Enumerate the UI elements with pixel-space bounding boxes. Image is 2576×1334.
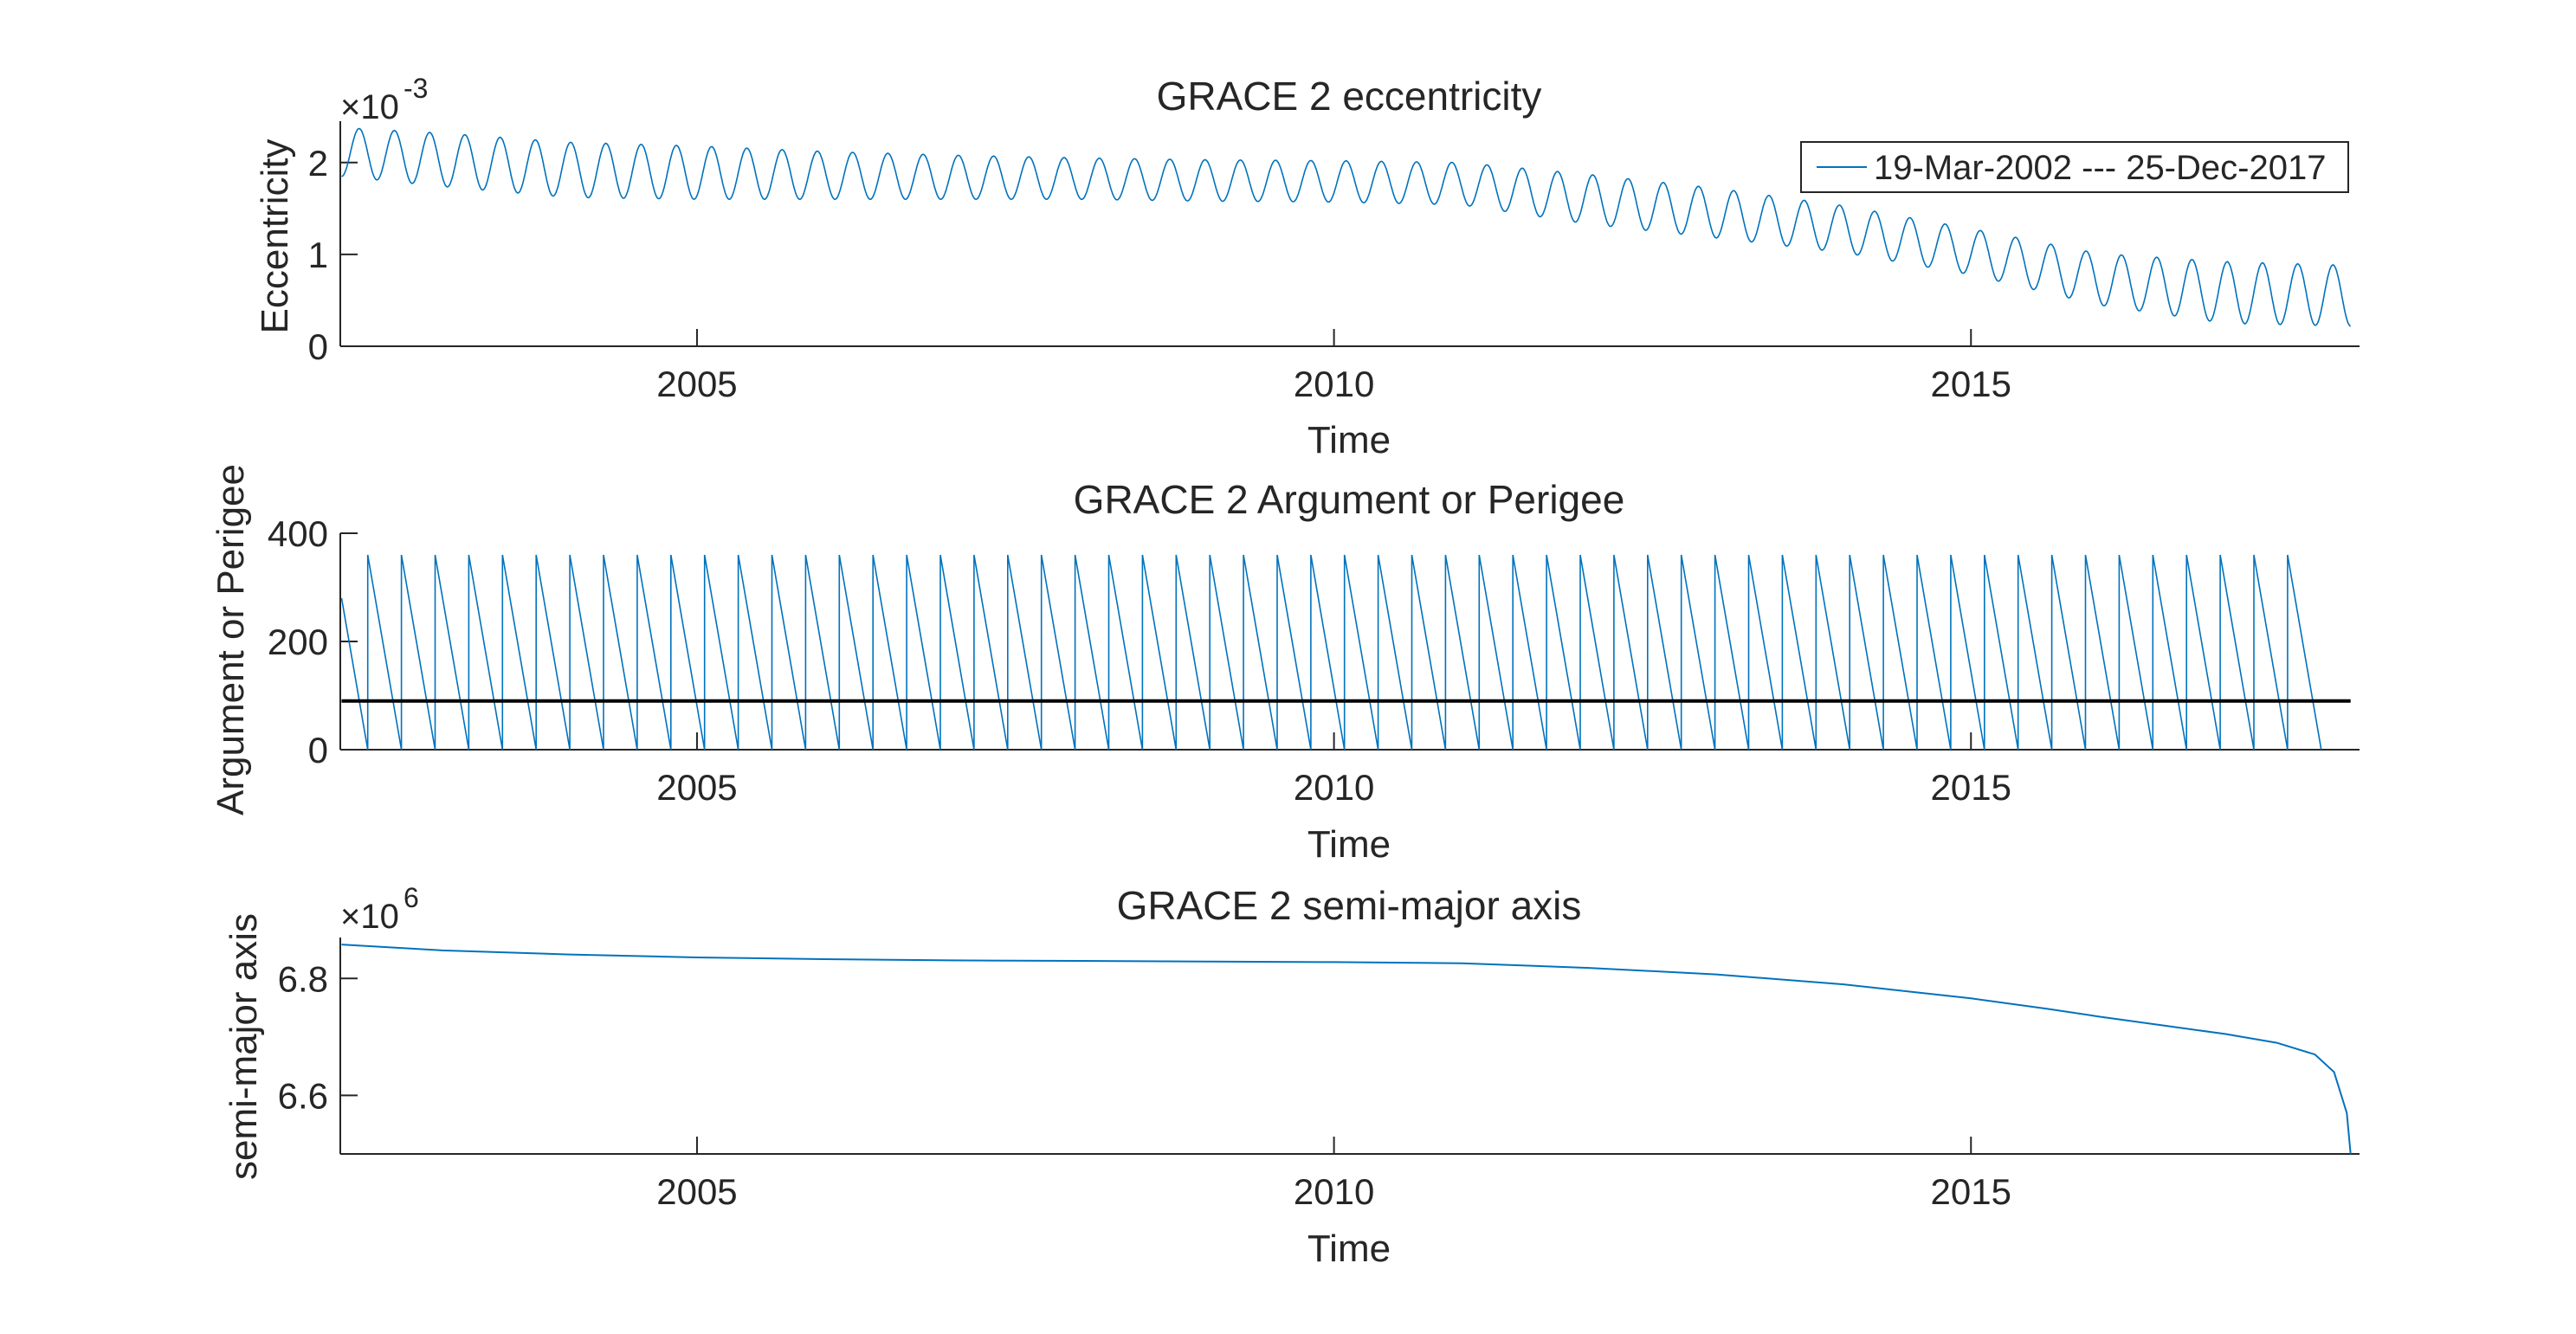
argument-of-perigee-panel: GRACE 2 Argument or Perigee Argument or … xyxy=(210,464,2360,866)
eccentricity-xtick-label: 2015 xyxy=(1931,364,2011,404)
semi-major-axis-exponent-base: ×10 xyxy=(340,898,399,936)
eccentricity-xtick-label: 2010 xyxy=(1294,364,1374,404)
perigee-ylabel: Argument or Perigee xyxy=(210,464,252,815)
eccentricity-series-line xyxy=(341,127,2351,327)
perigee-plot-area: 2005 2010 2015 0 200 400 xyxy=(268,513,2360,808)
legend-box xyxy=(1800,141,2349,193)
semi-major-axis-xtick-label: 2005 xyxy=(656,1171,737,1212)
perigee-series-line xyxy=(340,554,2322,751)
eccentricity-ytick-label: 0 xyxy=(308,326,328,367)
semi-major-axis-xtick-label: 2015 xyxy=(1931,1171,2011,1212)
eccentricity-xlabel: Time xyxy=(1307,419,1391,461)
perigee-ytick-label: 400 xyxy=(268,513,328,554)
perigee-xtick-label: 2010 xyxy=(1294,767,1374,808)
semi-major-axis-xtick-label: 2010 xyxy=(1294,1171,1374,1212)
legend: 19-Mar-2002 --- 25-Dec-2017 xyxy=(1800,141,2349,193)
perigee-xtick-label: 2005 xyxy=(656,767,737,808)
eccentricity-exponent-power: -3 xyxy=(404,73,428,104)
semi-major-axis-title: GRACE 2 semi-major axis xyxy=(1117,883,1582,928)
semi-major-axis-exponent-power: 6 xyxy=(404,882,419,913)
perigee-title: GRACE 2 Argument or Perigee xyxy=(1074,477,1625,522)
semi-major-axis-series-line xyxy=(341,944,2352,1155)
semi-major-axis-xlabel: Time xyxy=(1307,1228,1391,1270)
perigee-xtick-label: 2015 xyxy=(1931,767,2011,808)
eccentricity-ylabel: Eccentricity xyxy=(254,139,296,334)
eccentricity-ytick-label: 2 xyxy=(308,143,328,184)
eccentricity-exponent-base: ×10 xyxy=(340,88,399,126)
perigee-ytick-label: 0 xyxy=(308,730,328,770)
semi-major-axis-ylabel: semi-major axis xyxy=(223,913,265,1180)
semi-major-axis-panel: GRACE 2 semi-major axis ×10 6 semi-major… xyxy=(223,882,2360,1270)
eccentricity-panel: GRACE 2 eccentricity ×10 -3 Eccentricity… xyxy=(254,73,2360,461)
perigee-xlabel: Time xyxy=(1307,823,1391,866)
eccentricity-plot-area: 2005 2010 2015 0 1 2 xyxy=(308,121,2360,404)
eccentricity-title: GRACE 2 eccentricity xyxy=(1157,74,1542,119)
perigee-ytick-label: 200 xyxy=(268,622,328,662)
semi-major-axis-ytick-label: 6.6 xyxy=(278,1075,328,1116)
legend-entry: 19-Mar-2002 --- 25-Dec-2017 xyxy=(1874,149,2326,187)
eccentricity-ytick-label: 1 xyxy=(308,235,328,275)
eccentricity-xtick-label: 2005 xyxy=(656,364,737,404)
semi-major-axis-plot-area: 2005 2010 2015 6.6 6.8 xyxy=(278,938,2360,1212)
semi-major-axis-ytick-label: 6.8 xyxy=(278,958,328,999)
